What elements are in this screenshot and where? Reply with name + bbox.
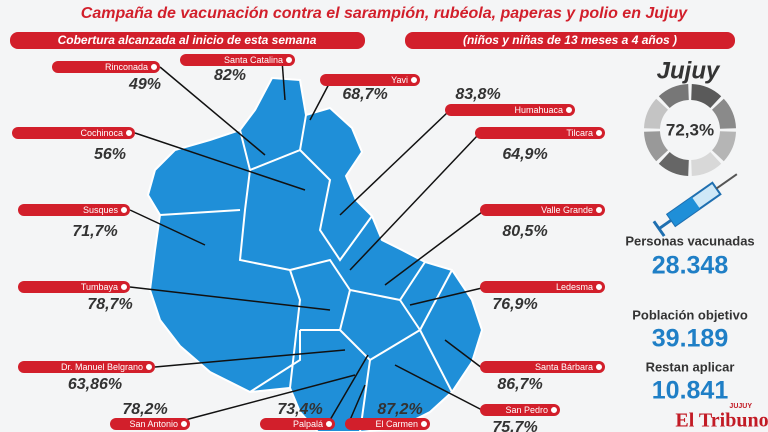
region-value: 80,5% — [502, 223, 547, 240]
region-name: El Carmen — [375, 419, 418, 429]
donut-segment — [658, 84, 689, 108]
coverage: 72,3% — [666, 120, 714, 139]
region-dot — [150, 63, 158, 71]
region-value: 75,7% — [492, 419, 537, 432]
donut-segment — [712, 131, 736, 162]
map — [146, 76, 484, 432]
region-name: Santa Bárbara — [535, 362, 593, 372]
region-dot — [180, 420, 188, 428]
region-pill — [480, 404, 560, 416]
region-name: Palpalá — [293, 419, 323, 429]
region-pill — [110, 418, 190, 430]
region-value: 49% — [128, 76, 161, 93]
subtitle-pill — [405, 32, 735, 49]
donut — [644, 84, 736, 176]
region-dot — [595, 206, 603, 214]
region-value: 63,86% — [68, 376, 122, 393]
region-dot — [595, 363, 603, 371]
region-labels: Rinconada 49% Santa Catalina 82% Yavi 68,7% Hu… — [12, 54, 605, 432]
region-value: 82% — [214, 67, 246, 84]
region-pill — [480, 281, 605, 293]
region-name: Tilcara — [566, 128, 593, 138]
region-dot — [550, 406, 558, 414]
region-dot — [565, 106, 573, 114]
donut-segment — [691, 84, 722, 108]
region-name: Tumbaya — [81, 282, 118, 292]
region-value: 76,9% — [492, 296, 537, 313]
stat-value: 28.348 — [652, 252, 729, 280]
stats: Personas vacunadas 28.348 Población objeti… — [625, 233, 754, 404]
region-pill — [18, 204, 130, 216]
region-pill — [475, 127, 605, 139]
region-value: 78,7% — [87, 296, 132, 313]
subtitle: Cobertura alcanzada al inicio de esta se… — [58, 33, 317, 47]
region-dot — [285, 56, 293, 64]
region-pill — [480, 361, 605, 373]
region-pill — [320, 74, 420, 86]
region-pill — [18, 281, 130, 293]
region-name: Ledesma — [556, 282, 593, 292]
region-pill — [52, 61, 160, 73]
region-dot — [410, 76, 418, 84]
region-value: 86,7% — [497, 376, 542, 393]
syringe-icon — [652, 173, 738, 237]
region-name: Valle Grande — [541, 205, 593, 215]
region-pill — [12, 127, 135, 139]
region-pill — [260, 418, 335, 430]
stat-value: 10.841 — [652, 377, 729, 405]
region-dot — [420, 420, 428, 428]
region-name: Dr. Manuel Belgrano — [61, 362, 143, 372]
region-dot — [595, 129, 603, 137]
stat-value: 39.189 — [652, 325, 728, 353]
region-name: Cochinoca — [80, 128, 123, 138]
region-value: 56% — [94, 146, 126, 163]
region-value: 83,8% — [455, 86, 500, 103]
region-dot — [325, 420, 333, 428]
logo: El Tribuno — [675, 410, 768, 432]
donut-segment — [712, 98, 736, 129]
region-pill — [445, 104, 575, 116]
donut-segment — [644, 131, 668, 162]
region-name: San Pedro — [505, 405, 548, 415]
region-dot — [120, 283, 128, 291]
leader-lines — [129, 59, 483, 421]
title: Campaña de vacunación contra el sarampió… — [81, 5, 689, 22]
region-name: Humahuaca — [514, 105, 563, 115]
donut-segment — [644, 98, 668, 129]
region-value: 68,7% — [342, 86, 387, 103]
region-value: 73,4% — [277, 401, 322, 418]
subtitle-pill — [10, 32, 365, 49]
region-pill — [345, 418, 430, 430]
department-borders — [159, 114, 453, 432]
region-dot — [125, 129, 133, 137]
region-name: Yavi — [391, 75, 408, 85]
region-name: Susques — [83, 205, 119, 215]
region-value: 78,2% — [122, 401, 167, 418]
region-name: Rinconada — [105, 62, 148, 72]
logo-sub: JUJUY — [729, 403, 752, 410]
stat-label: Personas vacunadas — [625, 233, 754, 248]
province-name: Jujuy — [657, 57, 721, 84]
region-pill — [18, 361, 155, 373]
stat-label: Restan aplicar — [646, 359, 735, 374]
region-name: San Antonio — [129, 419, 178, 429]
region-dot — [595, 283, 603, 291]
subtitle: (niños y niñas de 13 meses a 4 años ) — [463, 33, 677, 47]
donut-segment — [691, 152, 722, 176]
donut-segment — [658, 152, 689, 176]
region-value: 71,7% — [72, 223, 117, 240]
region-pill — [180, 54, 295, 66]
region-dot — [145, 363, 153, 371]
region-value: 87,2% — [377, 401, 422, 418]
stat-label: Población objetivo — [632, 307, 748, 322]
region-pill — [480, 204, 605, 216]
summary: Jujuy 72,3% Personas vacunadas 28.348 Pobl… — [625, 57, 754, 404]
region-dot — [120, 206, 128, 214]
region-name: Santa Catalina — [224, 55, 283, 65]
region-value: 64,9% — [502, 146, 547, 163]
